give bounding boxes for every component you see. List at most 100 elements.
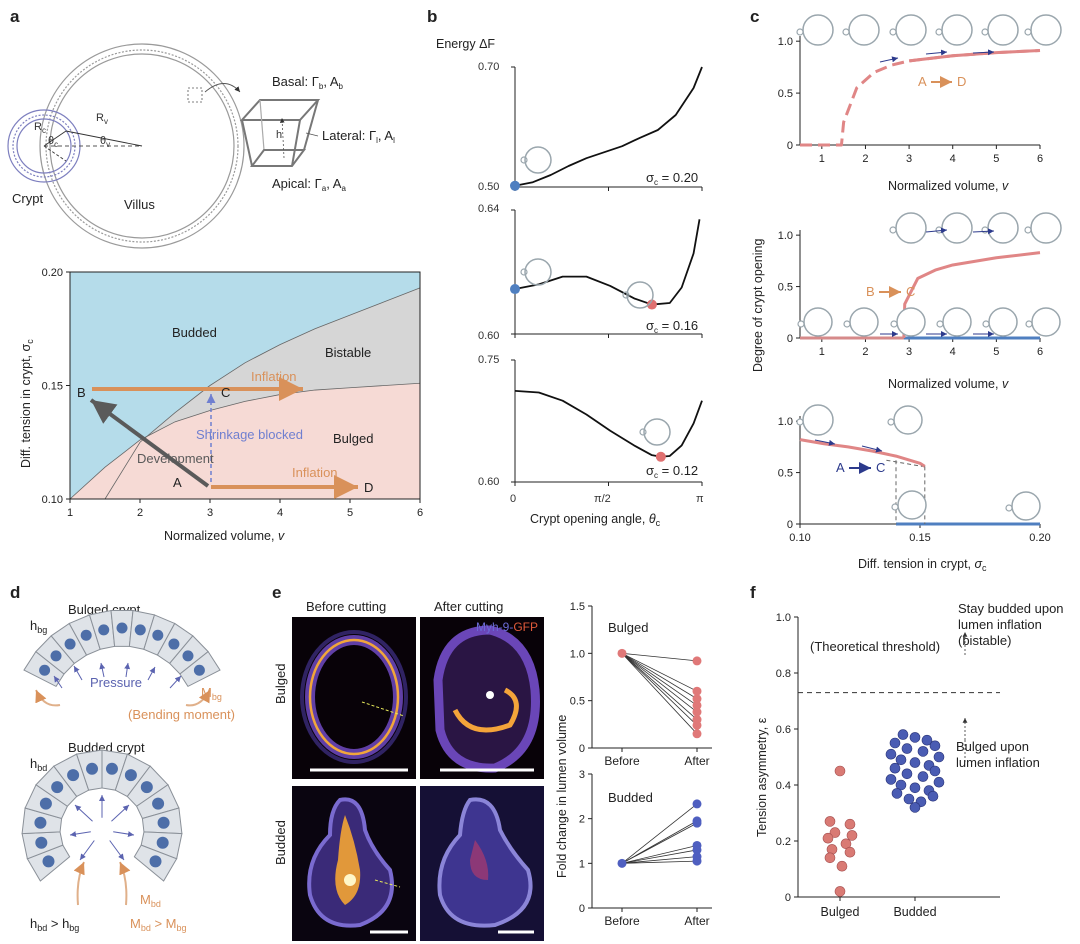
opening-xtick-label: 0.10 xyxy=(789,532,810,544)
region-label-bistable: Bistable xyxy=(325,345,371,360)
tension-point-budded xyxy=(927,790,939,802)
crypt-shape-icon xyxy=(935,226,943,234)
crypt-shape-icon xyxy=(1005,504,1013,512)
fold-bulged-title: Bulged xyxy=(608,620,648,635)
crypt-transition-arrow xyxy=(925,227,948,234)
moment-arrow-right xyxy=(119,861,131,906)
crypt-shape-icon xyxy=(936,320,944,328)
cell-h-label: h xyxy=(276,129,282,141)
crypt-shape-icon xyxy=(895,212,927,244)
fold-point-before xyxy=(617,648,627,658)
bulged-upon-2: lumen inflation xyxy=(956,755,1040,770)
apical-label: Apical: Γa, Aa xyxy=(272,176,346,193)
point-a: A xyxy=(173,475,182,490)
budded-cell-nucleus xyxy=(156,836,169,849)
pressure-arrow xyxy=(109,840,125,861)
crypt-shape-icon xyxy=(622,291,630,299)
budded-cell-nucleus xyxy=(140,781,153,794)
energy-curve xyxy=(514,66,703,187)
fold-pair-line xyxy=(621,652,698,692)
tension-point-budded xyxy=(933,776,945,788)
pressure-arrow xyxy=(113,831,135,838)
energy-020-ymin: 0.50 xyxy=(478,181,499,193)
tension-point-bulged xyxy=(844,846,856,858)
energy-xlabel: Crypt opening angle, θc xyxy=(530,512,661,528)
crypt-shape-icon xyxy=(982,320,990,328)
pressure-arrow xyxy=(69,831,91,838)
opening-xtick-label: 5 xyxy=(993,346,999,358)
opening-curve xyxy=(799,438,926,468)
moment-arrow-right xyxy=(185,689,211,707)
stay-budded-3: (bistable) xyxy=(958,633,1011,648)
col-before-cutting: Before cutting xyxy=(306,599,386,614)
point-b: B xyxy=(77,385,86,400)
budded-cell-nucleus xyxy=(67,769,80,782)
fold-point-after xyxy=(692,799,702,809)
tension-point-budded xyxy=(897,729,909,740)
panel-label-f: f xyxy=(750,583,756,602)
theta-c-label: θc xyxy=(48,135,58,149)
energy-plot-012 xyxy=(511,359,703,486)
row-budded: Budded xyxy=(273,820,288,865)
fold-pair-line xyxy=(621,653,698,720)
rc-line xyxy=(43,130,67,147)
moment-arrow-left xyxy=(73,861,85,906)
opening-ytick-label: 0 xyxy=(787,333,793,345)
tension-point-budded xyxy=(917,746,929,757)
opening-xtick-label: 3 xyxy=(906,153,912,165)
label-inflation-1: Inflation xyxy=(251,369,297,384)
phase-xticks: 1 2 3 4 5 6 xyxy=(67,499,423,519)
cell-cube-diagram xyxy=(239,99,321,167)
tension-point-budded xyxy=(909,782,921,794)
budded-cell-nucleus xyxy=(35,836,48,849)
microscopy-images: Myh-9-GFP xyxy=(292,617,544,941)
phase-ytick-label: 0.20 xyxy=(42,267,63,279)
opening-a-c-xlabel: Diff. tension in crypt, σc xyxy=(858,557,987,573)
row-bulged: Bulged xyxy=(273,664,288,704)
budded-cell-nucleus xyxy=(39,797,52,810)
energy-012-ymin: 0.60 xyxy=(478,476,499,488)
pressure-arrow xyxy=(147,666,156,681)
bulged-upon-1: Bulged upon xyxy=(956,739,1029,754)
moment-arrow-left xyxy=(35,689,61,707)
fold-xtick-label: Before xyxy=(604,754,640,768)
fold-ytick-label: 1 xyxy=(579,858,585,870)
crypt-shape-icon xyxy=(1024,28,1032,36)
energy-axes xyxy=(514,67,702,188)
pressure-arrow xyxy=(99,662,106,678)
energy-xtick-1: π/2 xyxy=(594,493,611,505)
energy-plot-020 xyxy=(510,66,703,191)
phase-ytick-label: 0.10 xyxy=(42,494,63,506)
tension-ytick-label: 0 xyxy=(785,892,791,904)
phase-xtick-label: 6 xyxy=(417,507,423,519)
tension-point-budded xyxy=(889,762,901,774)
crypt-shape-icon xyxy=(981,28,989,36)
fold-point-after xyxy=(692,845,702,855)
boundary-budded-bistable xyxy=(104,287,421,500)
crypt-shape-icon xyxy=(941,212,973,244)
col-after-cutting: After cutting xyxy=(434,599,503,614)
h-relation: hbd > hbg xyxy=(30,916,79,933)
energy-state-marker xyxy=(646,299,657,310)
tension-ytick-label: 0.4 xyxy=(776,780,791,792)
fold-ytick-label: 0 xyxy=(579,743,585,755)
crypt-transition-arrow xyxy=(879,56,899,63)
stay-budded-1: Stay budded upon xyxy=(958,601,1064,616)
fold-pair-line xyxy=(621,653,698,735)
boundary-bistable-bulged xyxy=(69,382,421,500)
opening-plot-a-c: 0 0.5 1.0 0.10 0.15 0.20 xyxy=(778,416,1051,544)
fold-xtick-label: After xyxy=(684,754,709,768)
fold-pair-line xyxy=(621,849,698,864)
bulged-cell-nucleus xyxy=(134,624,146,636)
fold-point-after xyxy=(692,856,702,866)
crypt-shape-icon xyxy=(802,404,834,436)
region-budded xyxy=(70,272,420,499)
opening-curve xyxy=(800,49,1041,147)
pressure-arrow xyxy=(79,840,95,861)
fold-point-after xyxy=(692,720,702,730)
energy-state-marker xyxy=(510,180,520,191)
bulged-cell-nucleus xyxy=(39,664,51,676)
tension-point-bulged xyxy=(824,816,836,827)
crypt-shape-icon xyxy=(797,320,805,328)
mbd-label: Mbd xyxy=(140,892,161,909)
